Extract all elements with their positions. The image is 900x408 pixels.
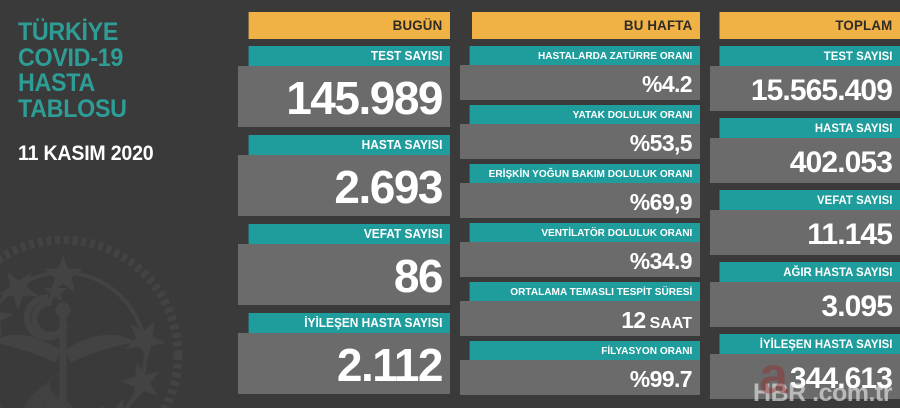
metric-row: HASTA SAYISI 2.693: [238, 135, 450, 216]
metric-label: İYİLEŞEN HASTA SAYISI: [248, 313, 450, 333]
column-today: BUGÜN TEST SAYISI 145.989 HASTA SAYISI 2…: [238, 12, 450, 408]
title-panel: TÜRKİYE COVID-19 HASTA TABLOSU 11 KASIM …: [0, 0, 238, 408]
metric-label: VEFAT SAYISI: [719, 190, 900, 210]
metric-value: 344.613: [710, 354, 900, 399]
metric-label: VEFAT SAYISI: [248, 224, 450, 244]
metric-label: TEST SAYISI: [719, 46, 900, 66]
metric-value: 2.693: [238, 155, 450, 216]
metric-number: %99.7: [629, 366, 693, 392]
page-title: TÜRKİYE COVID-19 HASTA TABLOSU: [18, 18, 223, 123]
column-total: TOPLAM TEST SAYISI 15.565.409 HASTA SAYI…: [710, 12, 900, 408]
metric-value: 11.145: [710, 210, 900, 255]
metric-label: İYİLEŞEN HASTA SAYISI: [719, 334, 900, 354]
metric-row: VEFAT SAYISI 11.145: [710, 190, 900, 255]
columns-wrapper: BUGÜN TEST SAYISI 145.989 HASTA SAYISI 2…: [238, 0, 900, 408]
metric-value: %34.9: [460, 242, 700, 277]
metric-row: VEFAT SAYISI 86: [238, 224, 450, 305]
metric-row: ORTALAMA TEMASLI TESPİT SÜRESİ 12 SAAT: [460, 282, 700, 336]
metric-value: 145.989: [238, 66, 450, 127]
metric-label: HASTALARDA ZATÜRRE ORANI: [469, 46, 700, 65]
metric-row: TEST SAYISI 145.989: [238, 46, 450, 127]
metric-number: 12: [621, 307, 646, 333]
metric-value: 86: [238, 244, 450, 305]
metric-value: 15.565.409: [710, 66, 900, 111]
metric-row: İYİLEŞEN HASTA SAYISI 344.613: [710, 334, 900, 399]
metric-row: TEST SAYISI 15.565.409: [710, 46, 900, 111]
metric-row: İYİLEŞEN HASTA SAYISI 2.112: [238, 313, 450, 394]
column-week: BU HAFTA HASTALARDA ZATÜRRE ORANI %4.2 Y…: [460, 12, 700, 408]
title-line-3: HASTA: [18, 69, 95, 97]
rows-today: TEST SAYISI 145.989 HASTA SAYISI 2.693 V…: [238, 46, 450, 394]
metric-label: VENTİLATÖR DOLULUK ORANI: [469, 223, 700, 242]
metric-label: YATAK DOLULUK ORANI: [469, 105, 700, 124]
metric-value: %99.7: [460, 360, 700, 395]
metric-unit: SAAT: [649, 315, 692, 332]
metric-row: YATAK DOLULUK ORANI %53,5: [460, 105, 700, 159]
metric-row: ERİŞKİN YOĞUN BAKIM DOLULUK ORANI %69,9: [460, 164, 700, 218]
metric-label: HASTA SAYISI: [719, 118, 900, 138]
metric-number: %34.9: [629, 248, 693, 274]
metric-row: AĞIR HASTA SAYISI 3.095: [710, 262, 900, 327]
column-header-total: TOPLAM: [719, 12, 900, 39]
metric-value: 2.112: [238, 333, 450, 394]
metric-value: %69,9: [460, 183, 700, 218]
metric-row: HASTA SAYISI 402.053: [710, 118, 900, 183]
rows-week: HASTALARDA ZATÜRRE ORANI %4.2 YATAK DOLU…: [460, 46, 700, 395]
report-date: 11 KASIM 2020: [18, 142, 154, 165]
metric-value: %4.2: [460, 65, 700, 100]
metric-row: FİLYASYON ORANI %99.7: [460, 341, 700, 395]
title-line-4: TABLOSU: [18, 94, 127, 123]
metric-row: VENTİLATÖR DOLULUK ORANI %34.9: [460, 223, 700, 277]
metric-value: %53,5: [460, 124, 700, 159]
metric-label: HASTA SAYISI: [248, 135, 450, 155]
metric-value: 12 SAAT: [460, 301, 700, 336]
metric-number: %4.2: [641, 71, 693, 97]
metric-value: 402.053: [710, 138, 900, 183]
metric-number: %53,5: [629, 130, 693, 156]
column-header-today: BUGÜN: [248, 12, 450, 39]
metric-number: %69,9: [629, 189, 693, 215]
metric-label: FİLYASYON ORANI: [469, 341, 700, 360]
rows-total: TEST SAYISI 15.565.409 HASTA SAYISI 402.…: [710, 46, 900, 399]
column-header-week: BU HAFTA: [472, 12, 700, 39]
turkish-ministry-of-health-emblem-icon: [0, 235, 183, 408]
metric-label: ORTALAMA TEMASLI TESPİT SÜRESİ: [469, 282, 700, 301]
metric-label: TEST SAYISI: [248, 46, 450, 66]
metric-row: HASTALARDA ZATÜRRE ORANI %4.2: [460, 46, 700, 100]
title-line-2: COVID-19: [18, 43, 124, 72]
metric-value: 3.095: [710, 282, 900, 327]
metric-label: ERİŞKİN YOĞUN BAKIM DOLULUK ORANI: [469, 164, 700, 183]
title-line-1: TÜRKİYE: [18, 18, 119, 46]
metric-label: AĞIR HASTA SAYISI: [719, 262, 900, 282]
